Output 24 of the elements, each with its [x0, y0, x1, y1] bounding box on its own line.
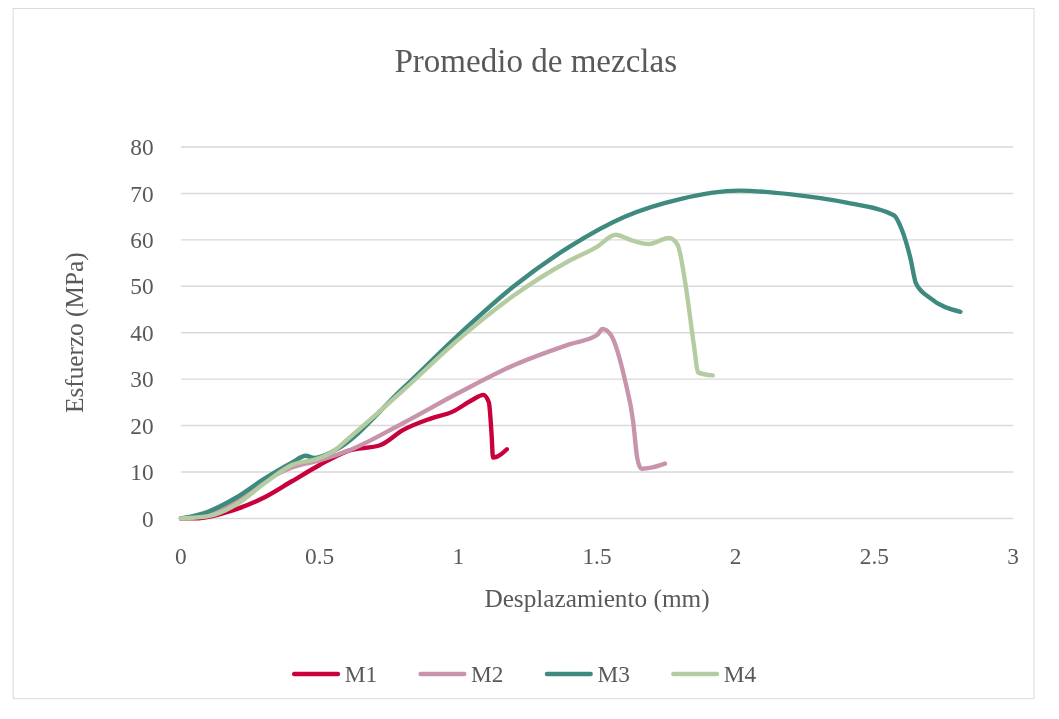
chart-title: Promedio de mezclas	[394, 43, 678, 80]
x-tick-label: 1.5	[582, 543, 612, 570]
y-tick-label: 10	[130, 459, 154, 486]
y-axis-title: Esfuerzo (MPa)	[59, 252, 89, 414]
y-tick-label: 20	[130, 412, 154, 439]
x-tick-label: 3	[1007, 543, 1019, 570]
y-tick-label: 50	[130, 273, 154, 300]
x-tick-label: 0	[175, 543, 187, 570]
y-tick-label: 70	[130, 180, 154, 207]
y-tick-label: 40	[130, 319, 154, 346]
legend-label: M1	[344, 661, 378, 688]
legend-label: M2	[471, 661, 504, 688]
y-tick-label: 30	[130, 366, 154, 393]
x-tick-label: 1	[452, 543, 465, 570]
y-tick-label: 80	[130, 134, 154, 161]
x-tick-label: 0.5	[305, 543, 335, 570]
x-axis-title: Desplazamiento (mm)	[484, 583, 710, 613]
legend-label: M4	[723, 661, 757, 688]
legend-label: M3	[597, 661, 630, 688]
x-tick-label: 2	[729, 543, 742, 570]
y-tick-label: 0	[142, 505, 154, 532]
x-tick-label: 2.5	[859, 543, 889, 570]
y-tick-label: 60	[130, 227, 154, 254]
line-series	[178, 232, 715, 521]
